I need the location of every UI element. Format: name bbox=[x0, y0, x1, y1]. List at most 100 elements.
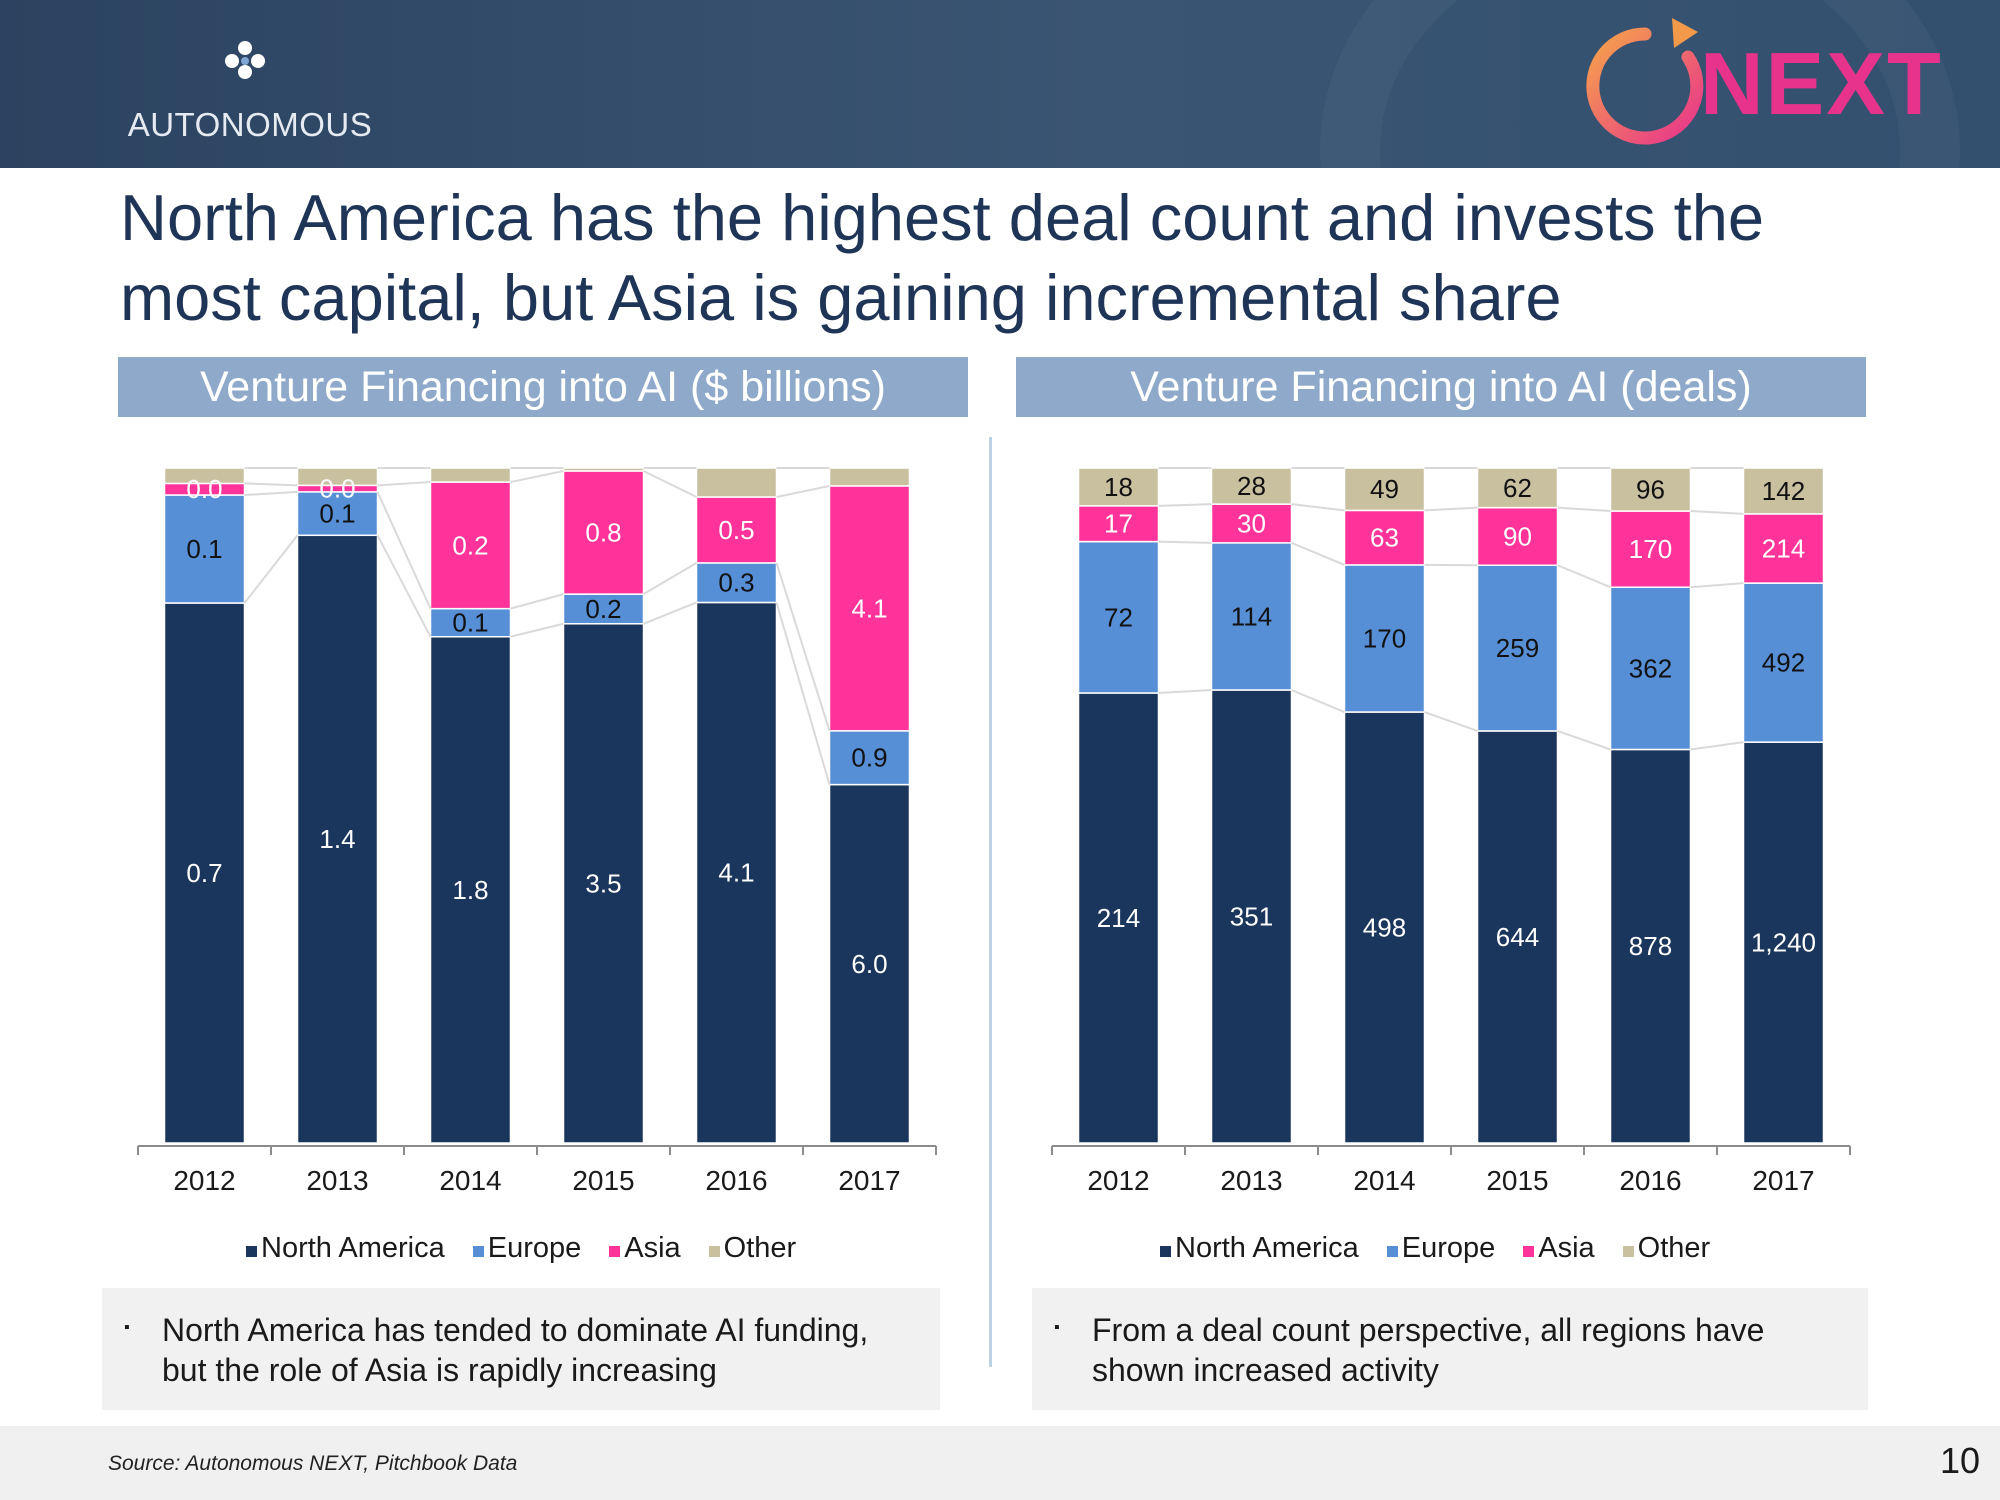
data-label-billions-2013-north-america: 1.4 bbox=[319, 824, 355, 854]
data-label-deals-2012-europe: 72 bbox=[1104, 602, 1133, 632]
legend-swatch bbox=[1622, 1245, 1634, 1257]
series-connector-line bbox=[244, 482, 298, 487]
data-label-billions-2016-north-america: 4.1 bbox=[718, 858, 754, 888]
bar-billions-2012-other bbox=[163, 467, 246, 485]
bar-deals-2015-other bbox=[1476, 467, 1559, 509]
series-connector-line bbox=[1690, 741, 1744, 751]
bar-deals-2014-europe bbox=[1343, 564, 1426, 713]
series-connector-line bbox=[1424, 711, 1478, 732]
x-tick-label-deals-2015: 2015 bbox=[1486, 1165, 1548, 1196]
data-label-deals-2013-north-america: 351 bbox=[1230, 901, 1273, 931]
header-bar: AUTONOMOUS NEXT bbox=[0, 0, 2000, 168]
bar-deals-2013-asia bbox=[1210, 503, 1293, 544]
legend-swatch bbox=[246, 1245, 257, 1257]
series-connector-line bbox=[642, 562, 698, 595]
legend-swatch bbox=[1386, 1245, 1398, 1257]
x-tick-label-deals-2016: 2016 bbox=[1619, 1165, 1681, 1196]
bar-deals-2013-europe bbox=[1210, 542, 1293, 691]
legend-swatch bbox=[472, 1245, 484, 1257]
series-connector-line bbox=[510, 622, 564, 638]
page-number: 10 bbox=[1939, 1440, 1980, 1481]
series-connector-line bbox=[1690, 510, 1744, 515]
x-tick-label-deals-2014: 2014 bbox=[1353, 1165, 1415, 1196]
note-right-text: From a deal count perspective, all regio… bbox=[1092, 1312, 1765, 1388]
bar-billions-2016-north-america bbox=[695, 601, 778, 1144]
bar-billions-2014-other bbox=[429, 467, 512, 483]
page-title: North America has the highest deal count… bbox=[120, 181, 1765, 334]
data-label-billions-2015-asia: 0.8 bbox=[585, 518, 621, 548]
series-connector-line bbox=[377, 481, 431, 487]
data-label-deals-2016-asia: 170 bbox=[1629, 534, 1672, 564]
data-label-deals-2017-north-america: 1,240 bbox=[1751, 928, 1816, 958]
x-tick-label-deals-2012: 2012 bbox=[1087, 1165, 1149, 1196]
legend-label: Other bbox=[1637, 1231, 1711, 1264]
series-connector-line bbox=[376, 534, 432, 638]
data-label-deals-2015-europe: 259 bbox=[1496, 633, 1539, 663]
bar-deals-2014-north-america bbox=[1343, 711, 1426, 1144]
series-connector-line bbox=[1424, 506, 1478, 512]
bar-deals-2016-asia bbox=[1609, 510, 1692, 588]
bar-billions-2013-other bbox=[296, 467, 379, 487]
data-label-deals-2014-north-america: 498 bbox=[1363, 913, 1406, 943]
legend-swatch bbox=[1160, 1245, 1171, 1257]
chart-billions: 2012 2013 2014 2015 2016 20170.70.10.01.40.10… bbox=[137, 467, 937, 1196]
bar-billions-2015-other bbox=[562, 467, 645, 472]
data-label-deals-2013-other: 28 bbox=[1237, 471, 1266, 501]
data-label-deals-2017-other: 142 bbox=[1762, 476, 1805, 506]
bar-billions-2015-europe bbox=[562, 593, 645, 625]
data-label-deals-2013-europe: 114 bbox=[1231, 601, 1272, 631]
legend-swatch bbox=[708, 1245, 720, 1257]
series-connector-line bbox=[1291, 689, 1345, 713]
x-tick-label-deals-2013: 2013 bbox=[1220, 1165, 1282, 1196]
bar-billions-2017-europe bbox=[828, 730, 911, 786]
series-connector-line bbox=[1158, 503, 1212, 507]
bar-deals-2013-other bbox=[1210, 467, 1293, 505]
x-tick-label-billions-2013: 2013 bbox=[306, 1165, 368, 1196]
chart-title-deals: Venture Financing into AI (deals) bbox=[1016, 357, 1866, 417]
series-connector-line bbox=[243, 534, 299, 604]
bar-billions-2013-north-america bbox=[296, 534, 379, 1144]
legend-billions: North America Europe Asia Other bbox=[246, 1228, 796, 1268]
bar-deals-2016-other bbox=[1609, 467, 1692, 512]
chart-title-billions: Venture Financing into AI ($ billions) bbox=[118, 357, 968, 417]
data-label-billions-2014-north-america: 1.8 bbox=[452, 875, 488, 905]
series-connector-line bbox=[1291, 541, 1345, 566]
legend-item-other: Other bbox=[708, 1228, 796, 1268]
series-connector-line bbox=[1158, 688, 1212, 694]
bar-deals-2012-north-america bbox=[1077, 692, 1160, 1144]
legend-swatch bbox=[609, 1245, 621, 1257]
bar-billions-2016-other bbox=[695, 467, 778, 498]
series-connector-line bbox=[643, 601, 697, 625]
bar-deals-2015-europe bbox=[1476, 564, 1559, 732]
data-label-billions-2015-north-america: 3.5 bbox=[585, 868, 621, 898]
x-tick-label-billions-2016: 2016 bbox=[705, 1165, 767, 1196]
legend-label: North America bbox=[261, 1231, 445, 1264]
data-label-deals-2013-asia: 30 bbox=[1237, 508, 1266, 538]
legend-label: Europe bbox=[1401, 1231, 1496, 1264]
data-label-billions-2014-asia: 0.2 bbox=[452, 530, 488, 560]
legend-swatch bbox=[1523, 1245, 1535, 1257]
bar-deals-2017-north-america bbox=[1742, 741, 1825, 1144]
x-tick-label-billions-2015: 2015 bbox=[572, 1165, 634, 1196]
data-label-deals-2015-north-america: 644 bbox=[1496, 922, 1539, 952]
data-label-deals-2016-europe: 362 bbox=[1629, 653, 1672, 683]
series-connector-line bbox=[510, 593, 564, 610]
bar-deals-2016-europe bbox=[1609, 586, 1692, 751]
bar-deals-2017-europe bbox=[1742, 582, 1825, 743]
data-label-billions-2017-north-america: 6.0 bbox=[851, 949, 887, 979]
series-connector-line bbox=[244, 490, 298, 496]
series-connector-line bbox=[1690, 582, 1744, 589]
data-label-deals-2014-other: 49 bbox=[1370, 474, 1399, 504]
bar-deals-2015-north-america bbox=[1476, 730, 1559, 1144]
bar-billions-2014-north-america bbox=[429, 636, 512, 1144]
brand-left: AUTONOMOUS bbox=[127, 106, 373, 143]
data-label-billions-2012-north-america: 0.7 bbox=[186, 858, 222, 888]
note-left: ▪ North America has tended to dominate A… bbox=[102, 1288, 940, 1410]
bar-deals-2012-asia bbox=[1077, 505, 1160, 543]
legend-label: Asia bbox=[1538, 1231, 1595, 1264]
data-label-billions-2014-europe: 0.1 bbox=[452, 608, 488, 638]
data-label-deals-2017-europe: 492 bbox=[1762, 648, 1805, 678]
bar-billions-2017-north-america bbox=[828, 783, 911, 1144]
data-label-billions-2012-asia: 0.0 bbox=[186, 474, 222, 504]
data-label-deals-2015-asia: 90 bbox=[1503, 521, 1532, 551]
